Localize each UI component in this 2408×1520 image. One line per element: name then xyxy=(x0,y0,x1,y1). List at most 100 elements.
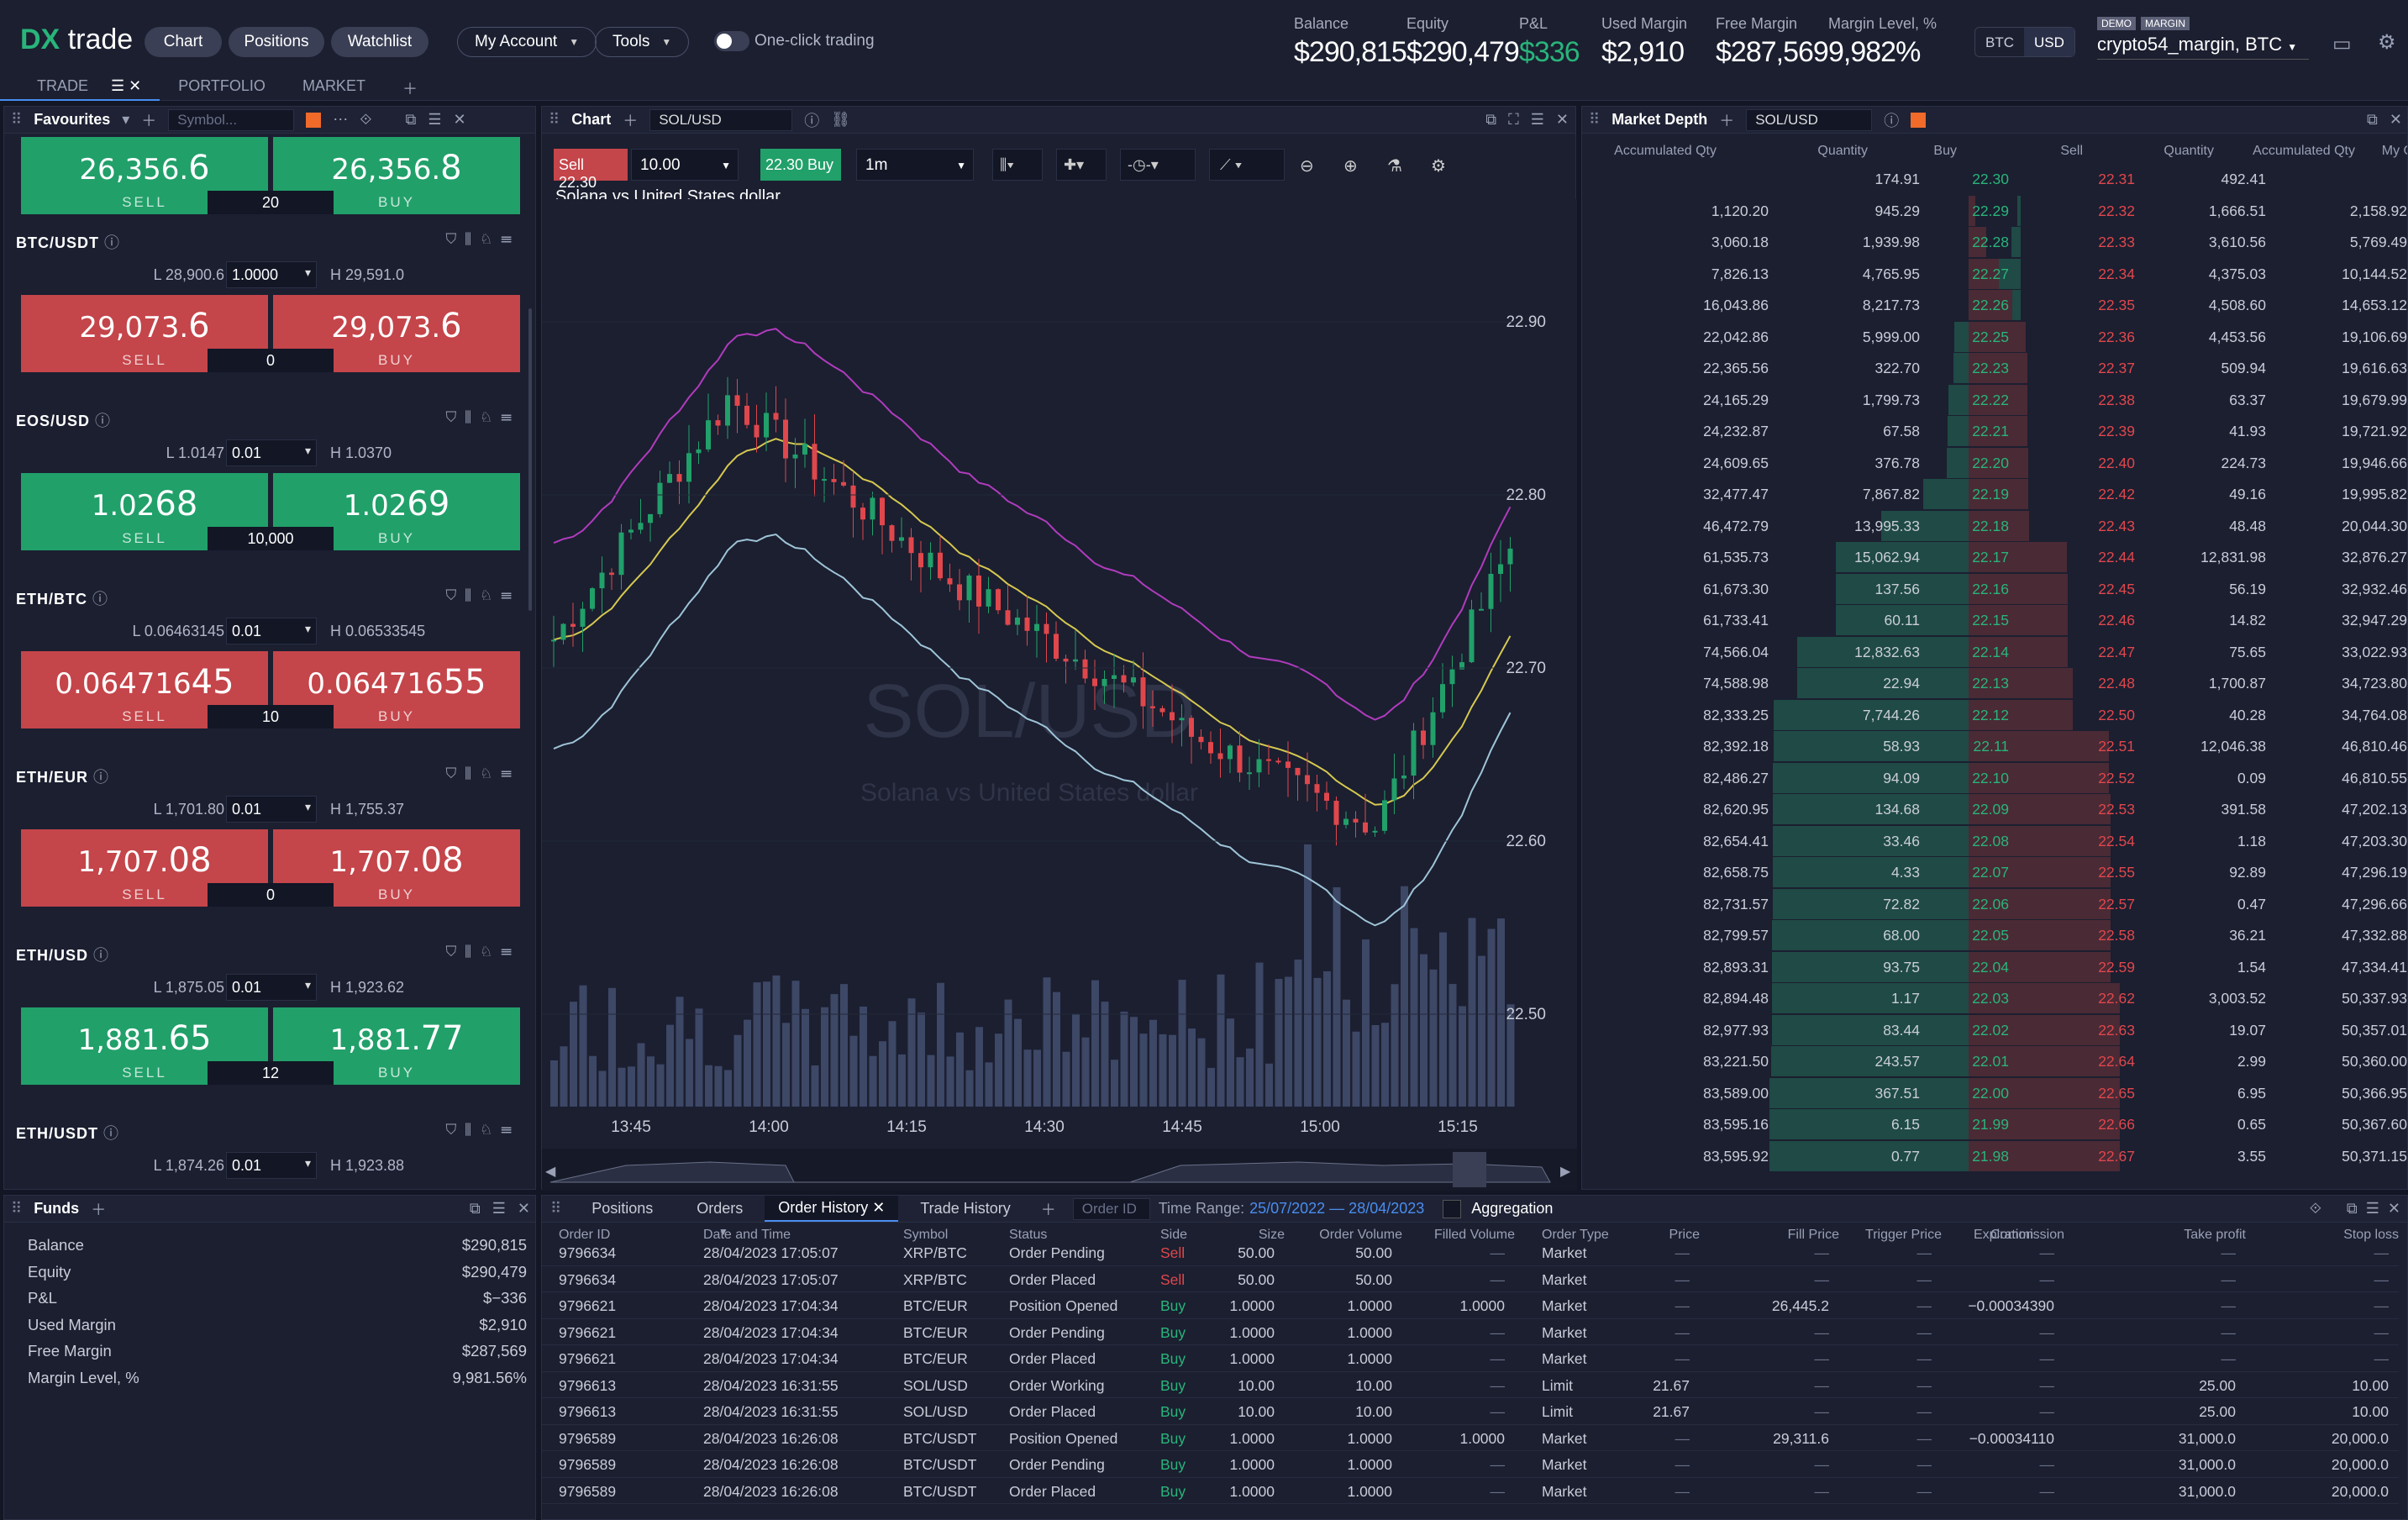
filter-icon[interactable]: ⟐ xyxy=(2309,1200,2321,1217)
tab-orders[interactable]: Orders xyxy=(697,1200,744,1217)
depth-row[interactable]: 24,165.29 1,799.73 22.22 22.38 63.37 19,679.9… xyxy=(1582,384,2407,417)
depth-row[interactable]: 83,595.92 0.77 21.98 22.67 3.55 50,371.15 xyxy=(1582,1140,2407,1173)
interval-select[interactable]: 1m ▼ xyxy=(856,149,974,181)
depth-row[interactable]: 82,486.27 94.09 22.10 22.52 0.09 46,810.55 xyxy=(1582,762,2407,795)
fullscreen-icon[interactable]: ⛶ xyxy=(1508,111,1519,128)
aggregation-checkbox[interactable] xyxy=(1443,1199,1462,1218)
depth-row[interactable]: 82,731.57 72.82 22.06 22.57 0.47 47,296.66 xyxy=(1582,888,2407,921)
depth-row[interactable]: 82,799.57 68.00 22.05 22.58 36.21 47,332.88 xyxy=(1582,920,2407,952)
popout-icon[interactable]: ⧉ xyxy=(2367,111,2378,128)
depth-row[interactable]: 61,733.41 60.11 22.15 22.46 14.82 32,947.29 xyxy=(1582,605,2407,637)
chevron-down-icon[interactable]: ▾ xyxy=(122,111,130,128)
clock-icon[interactable]: -◷-▾ xyxy=(1120,149,1196,181)
nav-positions-button[interactable]: Positions xyxy=(229,27,324,57)
chart-type-icon[interactable]: ⫼▾ xyxy=(992,149,1043,181)
tile-tools[interactable]: ⛉⫼♘☰ xyxy=(445,587,520,603)
scroll-left-icon[interactable]: ◀ xyxy=(545,1165,556,1179)
tile-tools[interactable]: ⛉⫼♘☰ xyxy=(445,944,520,960)
table-row[interactable]: 9796621 28/04/2023 17:04:34 BTC/EUR Positio… xyxy=(542,1292,2399,1319)
popout-icon[interactable]: ⧉ xyxy=(405,111,417,128)
add-icon[interactable]: ＋ xyxy=(1719,112,1735,129)
settings-icon[interactable]: ⚙ xyxy=(2378,31,2396,54)
close-icon[interactable]: ✕ xyxy=(517,1200,530,1217)
tile-tools[interactable]: ⛉⫼♘☰ xyxy=(445,765,520,781)
info-icon[interactable]: ⓘ xyxy=(93,947,110,964)
account-selector[interactable]: crypto54_margin, BTC ▼ xyxy=(2097,34,2309,60)
close-icon[interactable]: ✕ xyxy=(2389,111,2402,128)
draw-line-icon[interactable]: ⟋ ▾ xyxy=(1209,149,1285,181)
add-icon[interactable]: ＋ xyxy=(1040,1201,1056,1218)
orders-col-header[interactable]: Stop loss xyxy=(2343,1228,2399,1242)
indicators-icon[interactable]: ⚗ xyxy=(1387,157,1402,176)
depth-row[interactable]: 24,609.65 376.78 22.20 22.40 224.73 19,946.66 xyxy=(1582,447,2407,480)
depth-row[interactable]: 82,977.93 83.44 22.02 22.63 19.07 50,357.01 xyxy=(1582,1014,2407,1047)
table-row[interactable]: 9796621 28/04/2023 17:04:34 BTC/EUR Order P… xyxy=(542,1345,2399,1372)
quantity-select[interactable]: 0.01 xyxy=(226,439,317,466)
add-tab-icon[interactable]: ＋ xyxy=(402,81,418,97)
depth-row[interactable]: 82,392.18 58.93 22.11 22.51 12,046.38 46,810.… xyxy=(1582,731,2407,763)
tab-trade[interactable]: TRADE ☰ ✕ xyxy=(0,71,160,101)
info-icon[interactable]: ⓘ xyxy=(103,1125,120,1142)
tab-trade-history[interactable]: Trade History xyxy=(920,1200,1011,1217)
table-row[interactable]: 9796589 28/04/2023 16:26:08 BTC/USDT Positi… xyxy=(542,1425,2399,1451)
menu-icon[interactable]: ☰ xyxy=(428,111,442,128)
time-range-picker[interactable]: 25/07/2022 — 28/04/2023 xyxy=(1249,1200,1425,1217)
info-icon[interactable]: ⓘ xyxy=(804,112,820,129)
color-tag-icon[interactable] xyxy=(306,112,322,128)
popout-icon[interactable]: ⧉ xyxy=(1485,111,1497,128)
nav-chart-button[interactable]: Chart xyxy=(145,27,222,57)
chart-buy-button[interactable]: 22.30 Buy xyxy=(760,149,841,181)
depth-row[interactable]: 82,894.48 1.17 22.03 22.62 3,003.52 50,337.93 xyxy=(1582,983,2407,1015)
orders-col-header[interactable]: Commission xyxy=(1990,1228,2064,1242)
close-icon[interactable]: ✕ xyxy=(453,111,466,128)
depth-row[interactable]: 74,566.04 12,832.63 22.14 22.47 75.65 33,022.… xyxy=(1582,636,2407,669)
orders-col-header[interactable]: Status xyxy=(1009,1228,1048,1242)
quantity-select[interactable]: 0.01 xyxy=(226,974,317,1001)
popout-icon[interactable]: ⧉ xyxy=(469,1200,481,1217)
orders-col-header[interactable]: Take profit xyxy=(2184,1228,2246,1242)
chart-sell-button[interactable]: Sell 22.30 xyxy=(554,149,628,191)
orders-col-header[interactable]: Filled Volume xyxy=(1433,1228,1515,1242)
orders-col-header[interactable]: Symbol xyxy=(903,1228,949,1242)
depth-row[interactable]: 46,472.79 13,995.33 22.18 22.43 48.48 20,044.… xyxy=(1582,510,2407,543)
orders-col-header[interactable]: Date and Time xyxy=(703,1228,791,1242)
depth-row[interactable]: 82,333.25 7,744.26 22.12 22.50 40.28 34,764.0… xyxy=(1582,699,2407,732)
menu-icon[interactable]: ☰ xyxy=(2365,1200,2379,1217)
depth-row[interactable]: 83,221.50 243.57 22.01 22.64 2.99 50,360.00 xyxy=(1582,1046,2407,1078)
info-icon[interactable]: ⓘ xyxy=(93,769,110,786)
depth-row[interactable]: 7,826.13 4,765.95 22.27 22.34 4,375.03 10,144… xyxy=(1582,258,2407,291)
info-icon[interactable]: ⓘ xyxy=(1884,112,1900,129)
depth-row[interactable]: 61,535.73 15,062.94 22.17 22.44 12,831.98 32,… xyxy=(1582,542,2407,574)
sell-button[interactable]: 26,356.6 SELL xyxy=(21,137,268,214)
table-row[interactable]: 9796613 28/04/2023 16:31:55 SOL/USD Order W… xyxy=(542,1372,2399,1398)
info-icon[interactable]: ⓘ xyxy=(92,591,109,607)
table-row[interactable]: 9796613 28/04/2023 16:31:55 SOL/USD Order P… xyxy=(542,1398,2399,1425)
view-toggle-icon[interactable]: ⟐ xyxy=(360,111,372,128)
tools-dropdown[interactable]: Tools ▼ xyxy=(595,27,690,57)
tab-positions[interactable]: Positions xyxy=(591,1200,654,1217)
crosshair-icon[interactable]: ✚▾ xyxy=(1056,149,1107,181)
add-icon[interactable]: ＋ xyxy=(141,112,157,129)
depth-row[interactable]: 82,620.95 134.68 22.09 22.53 391.58 47,202.13 xyxy=(1582,794,2407,826)
tab-order-history[interactable]: Order History ✕ xyxy=(765,1196,899,1222)
currency-switch[interactable]: BTC USD xyxy=(1974,27,2075,57)
price-chart[interactable]: SOL/USD Solana vs United States dollar 2… xyxy=(542,199,1577,1191)
depth-row[interactable]: 3,060.18 1,939.98 22.28 22.33 3,610.56 5,769.… xyxy=(1582,227,2407,259)
table-row[interactable]: 9796589 28/04/2023 16:26:08 BTC/USDT Order … xyxy=(542,1478,2399,1504)
depth-row[interactable]: 24,232.87 67.58 22.21 22.39 41.93 19,721.92 xyxy=(1582,416,2407,448)
depth-row[interactable]: 82,658.75 4.33 22.07 22.55 92.89 47,296.19 xyxy=(1582,857,2407,889)
table-row[interactable]: 9796634 28/04/2023 17:05:07 XRP/BTC Order P… xyxy=(542,1239,2399,1266)
info-icon[interactable]: ⓘ xyxy=(104,234,121,251)
orders-col-header[interactable]: Price xyxy=(1669,1228,1700,1242)
depth-row[interactable]: 22,042.86 5,999.00 22.25 22.36 4,453.56 19,10… xyxy=(1582,321,2407,354)
quantity-select[interactable]: 0.01 xyxy=(226,618,317,644)
tile-tools[interactable]: ⛉⫼♘☰ xyxy=(445,409,520,425)
link-icon[interactable]: ⛓ xyxy=(831,111,851,128)
table-row[interactable]: 9796634 28/04/2023 17:05:07 XRP/BTC Order P… xyxy=(542,1266,2399,1292)
buy-button[interactable]: 0.06471655 BUY xyxy=(273,651,520,728)
orders-col-header[interactable]: Size xyxy=(1258,1228,1285,1242)
depth-row[interactable]: 1,120.20 945.29 22.29 22.32 1,666.51 2,158.92 xyxy=(1582,195,2407,228)
more-icon[interactable]: ⋯ xyxy=(333,111,349,128)
my-account-dropdown[interactable]: My Account ▼ xyxy=(457,27,597,57)
orders-col-header[interactable]: Expiration xyxy=(1974,1228,2034,1242)
